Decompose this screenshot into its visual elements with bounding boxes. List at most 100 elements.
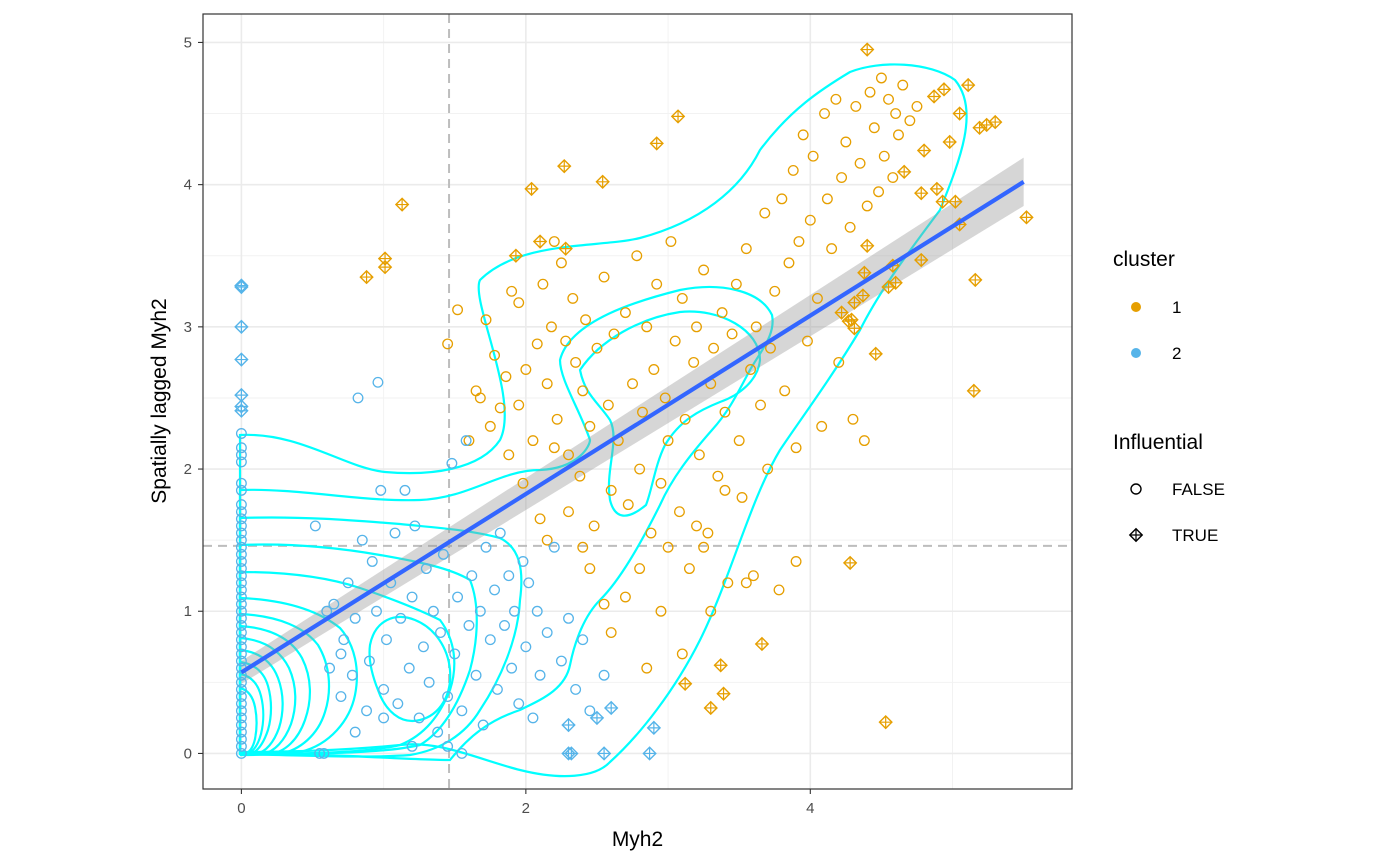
influential-point [564, 746, 579, 761]
data-point [712, 470, 724, 482]
influential-point [842, 555, 858, 571]
data-point [235, 676, 247, 688]
data-point [346, 669, 358, 681]
data-point [446, 457, 458, 469]
plus-marker [835, 306, 848, 319]
data-point [442, 338, 454, 350]
data-point [548, 442, 560, 454]
data-point [328, 598, 340, 610]
data-point [442, 740, 454, 752]
influential-point [860, 238, 875, 253]
data-point [314, 747, 326, 759]
data-point [563, 449, 574, 461]
influential-point [966, 383, 982, 399]
data-point [456, 747, 468, 759]
plus-marker [869, 347, 882, 361]
data-point [335, 648, 347, 660]
y-tick-label: 0 [184, 745, 192, 762]
data-point [235, 584, 247, 596]
data-point [619, 591, 631, 603]
data-point [783, 257, 795, 269]
data-point [356, 534, 368, 546]
data-point [342, 577, 354, 589]
data-point [381, 634, 392, 646]
influential-point [878, 714, 893, 730]
data-point [318, 747, 330, 759]
data-point [868, 122, 880, 134]
data-point [494, 402, 506, 414]
diamond-marker [936, 82, 952, 97]
legend-title-cluster: cluster [1113, 248, 1175, 271]
data-point [802, 335, 813, 347]
diamond-marker [847, 295, 862, 310]
plus-marker [858, 266, 871, 280]
data-point [826, 243, 838, 255]
data-point [378, 712, 390, 724]
data-point [655, 605, 667, 617]
data-point [790, 556, 802, 567]
data-point [722, 577, 734, 589]
data-point [563, 612, 574, 624]
plus-marker [988, 115, 1002, 129]
diamond-marker [596, 746, 612, 761]
influential-point [670, 109, 686, 124]
data-point [406, 591, 418, 603]
plus-marker [860, 43, 874, 56]
data-point [435, 627, 446, 639]
plus-marker [558, 159, 571, 173]
data-point [821, 193, 833, 205]
density-contour [368, 615, 452, 723]
points-layer [234, 42, 1034, 761]
data-point [769, 285, 781, 297]
influential-point [524, 181, 539, 197]
influential-point [359, 269, 374, 285]
data-point [548, 236, 560, 247]
influential-point [888, 275, 903, 290]
data-point [651, 278, 663, 290]
data-point [847, 413, 859, 425]
data-point [463, 620, 475, 631]
data-point [423, 676, 435, 688]
diamond-marker [841, 313, 856, 329]
data-point [833, 356, 845, 368]
density-contour [238, 516, 523, 758]
plus-marker [848, 296, 861, 309]
data-point [235, 548, 247, 560]
data-point [665, 236, 677, 247]
plus-marker [915, 253, 928, 267]
plus-marker [879, 715, 892, 729]
influential-point [972, 120, 987, 135]
data-point [602, 399, 614, 411]
data-point [555, 655, 567, 667]
data-point [372, 376, 384, 388]
data-point [726, 328, 738, 340]
data-point [392, 698, 404, 710]
data-point [432, 726, 444, 738]
data-point [864, 86, 876, 98]
data-point [679, 413, 691, 425]
data-point [349, 726, 361, 738]
data-point [324, 662, 336, 674]
data-point [807, 150, 819, 162]
plus-marker [915, 186, 928, 200]
data-point [527, 435, 539, 447]
diamond-marker [1019, 210, 1034, 225]
plus-marker [525, 182, 538, 196]
plus-marker [596, 175, 609, 188]
data-point [537, 278, 549, 290]
data-point [335, 691, 347, 703]
plus-marker [848, 322, 861, 335]
data-point [570, 684, 582, 695]
legend-key-cluster [1131, 302, 1141, 312]
data-point [659, 392, 671, 404]
legend-title-influential: Influential [1113, 431, 1203, 454]
data-point [235, 449, 247, 461]
density-contour [239, 660, 273, 756]
data-point [409, 520, 421, 532]
influential-point [557, 158, 572, 174]
data-point [527, 712, 539, 724]
data-point [584, 705, 596, 717]
data-point [534, 669, 546, 681]
legend-label-influential: FALSE [1172, 480, 1225, 499]
influential-point [713, 658, 728, 673]
